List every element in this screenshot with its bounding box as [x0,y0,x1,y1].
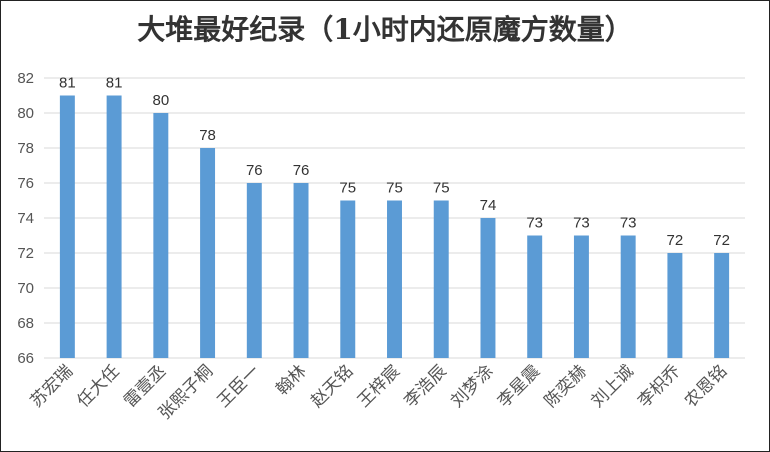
x-tick-label: 王梓宸 [354,361,404,411]
x-tick-label: 农恩铭 [681,361,731,411]
bar [387,200,402,358]
chart-title: 大堆最好纪录（1小时内还原魔方数量） [137,13,633,46]
bar [433,200,449,358]
data-labels: 81 81 80 78 76 76 75 75 75 74 73 73 73 72 72 [59,75,730,250]
data-label: 76 [246,162,263,179]
x-tick-label: 刘梦涂 [447,361,497,411]
data-label: 72 [667,232,684,249]
data-label: 81 [59,75,76,92]
x-tick-label: 任大任 [73,361,123,411]
y-tick-label: 72 [17,245,34,262]
bar [59,95,75,358]
data-label: 72 [713,232,730,249]
bar [714,253,730,358]
data-label: 73 [573,215,590,232]
bar [667,253,683,358]
x-tick-label: 陈奕赫 [541,361,591,411]
data-label: 81 [106,75,123,92]
bar [527,235,543,358]
bar [340,200,356,358]
x-tick-label: 翰林 [272,361,310,399]
bar [246,183,262,358]
y-tick-label: 68 [17,315,34,332]
y-tick-label: 70 [17,280,34,297]
data-label: 73 [526,215,543,232]
x-tick-label: 刘上诚 [587,361,637,411]
x-tick-label: 李枳乔 [634,361,684,411]
x-tick-label: 李星震 [494,361,544,411]
x-tick-label: 王臣一 [214,361,264,411]
bar [293,183,309,358]
y-tick-label: 80 [17,105,34,122]
bar [573,235,589,358]
bar [200,148,216,358]
x-tick-label: 赵天铭 [307,361,357,411]
x-tick-label: 李浩辰 [401,361,451,411]
data-label: 73 [620,215,637,232]
data-label: 75 [339,180,356,197]
y-tick-label: 82 [17,70,34,87]
data-label: 78 [199,127,216,144]
x-tick-label: 苏宏瑞 [27,361,77,411]
y-tick-label: 66 [17,350,34,367]
y-tick-label: 76 [17,175,34,192]
bar [153,113,169,358]
data-label: 76 [293,162,310,179]
bars [59,95,730,358]
data-label: 75 [386,180,403,197]
data-label: 80 [152,92,169,109]
bar [480,218,496,358]
bar [106,95,122,358]
y-axis-ticks: 66 68 70 72 74 76 78 80 82 [17,70,34,367]
data-label: 75 [433,180,450,197]
y-tick-label: 78 [17,140,34,157]
bar [620,235,636,358]
y-tick-label: 74 [17,210,34,227]
data-label: 74 [480,197,497,214]
